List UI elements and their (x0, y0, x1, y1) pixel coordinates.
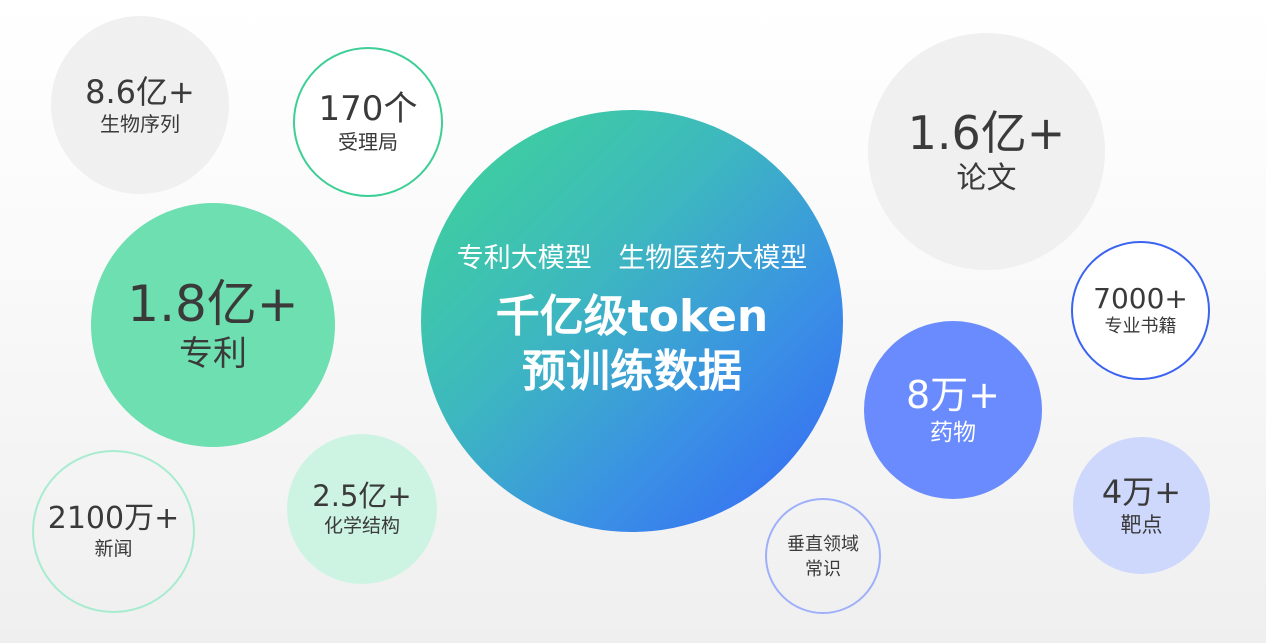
bubble-value: 7000+ (1093, 282, 1188, 316)
bubble-label: 化学结构 (323, 514, 400, 537)
bubble-patent-offices: 170个 受理局 (293, 47, 443, 197)
bubble-label: 论文 (956, 160, 1017, 196)
bubble-chemical-structures: 2.5亿+ 化学结构 (287, 434, 437, 584)
bubble-value: 1.6亿+ (907, 105, 1066, 160)
center-title-line2: 预训练数据 (522, 345, 742, 397)
bubble-patents: 1.8亿+ 专利 (91, 203, 335, 447)
bubble-value: 2100万+ (47, 501, 180, 537)
bubble-value: 8万+ (905, 372, 1001, 417)
bubble-label: 专利 (179, 334, 247, 375)
bubble-label: 生物序列 (100, 111, 180, 136)
center-subtitle: 专利大模型 生物医药大模型 (456, 243, 808, 275)
bubble-value: 2.5亿+ (312, 479, 412, 514)
bubble-books: 7000+ 专业书籍 (1071, 241, 1210, 380)
bubble-targets: 4万+ 靶点 (1073, 437, 1210, 574)
bubble-value: 4万+ (1101, 473, 1182, 512)
bubble-label: 新闻 (94, 537, 133, 560)
bubble-label-line2: 常识 (805, 559, 841, 580)
center-bubble: 专利大模型 生物医药大模型 千亿级token 预训练数据 (421, 110, 843, 532)
bubble-news: 2100万+ 新闻 (32, 450, 195, 613)
bubble-value: 1.8亿+ (127, 274, 299, 333)
bubble-label-line1: 垂直领域 (787, 533, 859, 555)
bubble-label: 药物 (930, 419, 976, 446)
bubble-label: 受理局 (338, 130, 398, 155)
bubble-label: 靶点 (1120, 512, 1163, 537)
bubble-drugs: 8万+ 药物 (864, 321, 1042, 499)
bubble-papers: 1.6亿+ 论文 (868, 33, 1105, 270)
bubble-label: 专业书籍 (1104, 316, 1177, 338)
bubble-bio-sequences: 8.6亿+ 生物序列 (51, 16, 229, 194)
bubble-domain-common-sense: 垂直领域 常识 (765, 498, 881, 614)
center-title-line1: 千亿级token (495, 290, 769, 342)
bubble-value: 170个 (318, 88, 418, 129)
bubble-value: 8.6亿+ (85, 73, 195, 112)
